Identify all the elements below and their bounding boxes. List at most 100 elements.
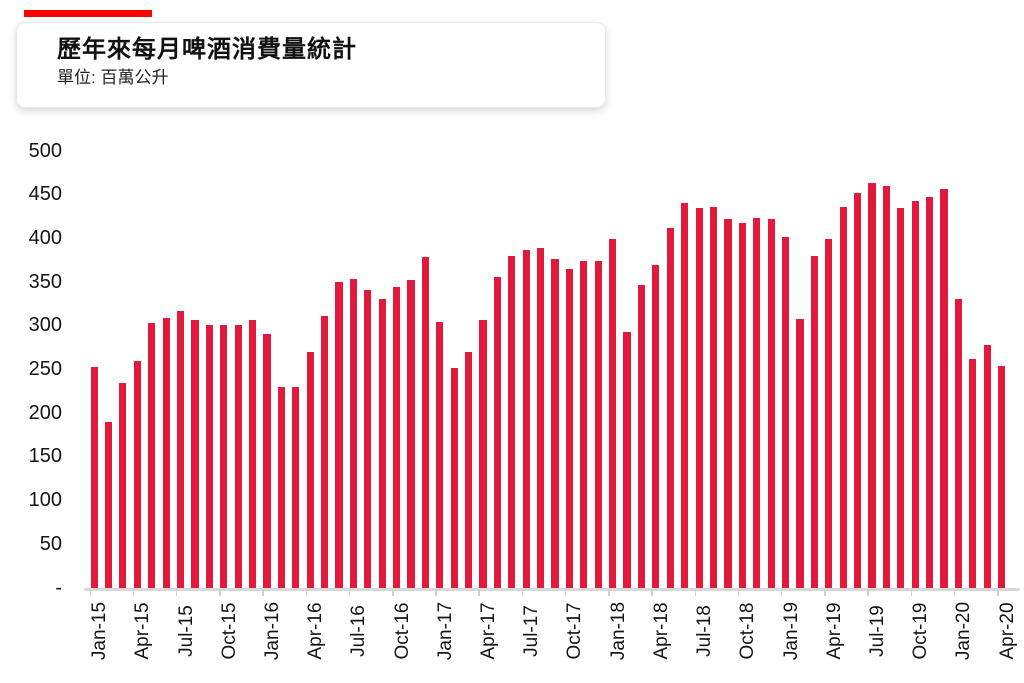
x-axis-label: Oct-15 [218, 602, 240, 660]
bar[interactable] [940, 189, 948, 588]
x-tick [89, 589, 91, 596]
bar[interactable] [623, 332, 631, 588]
y-axis-label: 50 [39, 532, 62, 555]
bar[interactable] [998, 366, 1006, 588]
bar[interactable] [781, 237, 790, 588]
bar[interactable] [724, 218, 732, 588]
y-axis-label: 100 [28, 489, 62, 512]
bar[interactable] [810, 256, 818, 588]
bar[interactable] [450, 368, 458, 588]
bar[interactable] [954, 299, 962, 588]
x-axis-label: Apr-18 [650, 602, 672, 660]
bar[interactable] [637, 285, 646, 588]
bar[interactable] [119, 383, 127, 588]
bar[interactable] [767, 218, 775, 588]
x-axis-label: Apr-19 [823, 602, 845, 660]
x-tick [867, 589, 869, 596]
bar[interactable] [292, 387, 300, 588]
bar[interactable] [421, 257, 429, 588]
x-axis-label: Jan-20 [953, 601, 975, 661]
bar[interactable] [436, 321, 444, 588]
x-axis-label: Jul-17 [521, 605, 543, 657]
x-tick [262, 589, 264, 596]
bar[interactable] [349, 279, 357, 588]
bar[interactable] [465, 351, 473, 588]
bar[interactable] [882, 185, 890, 588]
y-axis-label: 200 [28, 401, 62, 424]
bar[interactable] [277, 387, 285, 588]
bar[interactable] [825, 238, 833, 588]
bar[interactable] [234, 324, 242, 588]
bar[interactable] [551, 259, 559, 588]
x-axis-label: Jul-16 [348, 605, 370, 657]
bar[interactable] [191, 320, 199, 588]
bar[interactable] [594, 260, 602, 588]
bar[interactable] [753, 217, 761, 588]
bar[interactable] [897, 208, 905, 588]
x-tick [651, 589, 653, 596]
bar[interactable] [90, 367, 98, 588]
bar[interactable] [738, 223, 746, 588]
x-tick [824, 589, 826, 596]
bar[interactable] [609, 238, 617, 588]
bar[interactable] [248, 320, 257, 588]
bar[interactable] [522, 250, 530, 588]
bar[interactable] [695, 208, 703, 588]
bar[interactable] [335, 281, 343, 588]
bar[interactable] [176, 311, 185, 588]
x-axis-label: Jan-15 [89, 601, 111, 661]
bar[interactable] [925, 197, 934, 588]
bar[interactable] [148, 322, 156, 588]
x-tick [348, 589, 351, 596]
x-tick [997, 589, 999, 596]
chart-title: 歷年來每月啤酒消費量統計 [57, 36, 357, 63]
x-axis-label: Apr-20 [996, 602, 1018, 660]
y-axis-label: 500 [28, 139, 62, 162]
x-axis-label: Jan-18 [607, 601, 629, 661]
bar[interactable] [220, 325, 228, 588]
bar[interactable] [709, 206, 718, 588]
bar[interactable] [320, 315, 329, 588]
x-tick [694, 589, 696, 596]
bar[interactable] [580, 260, 588, 588]
y-axis-label: 450 [28, 183, 62, 206]
bar[interactable] [666, 227, 674, 588]
bar[interactable] [652, 265, 660, 588]
bar[interactable] [306, 351, 314, 588]
y-axis-label: 300 [28, 314, 62, 337]
bar[interactable] [911, 201, 919, 588]
y-axis-label: - [55, 576, 62, 599]
x-tick [953, 589, 956, 596]
bar[interactable] [393, 286, 401, 588]
bar[interactable] [508, 256, 516, 588]
x-axis-label: Jul-18 [694, 605, 716, 657]
bar[interactable] [868, 183, 876, 588]
plot-area [84, 150, 1019, 588]
bar[interactable] [537, 247, 545, 588]
bar[interactable] [378, 299, 386, 588]
bar[interactable] [263, 334, 271, 588]
bar[interactable] [162, 318, 170, 588]
x-tick [608, 589, 610, 596]
bar[interactable] [364, 290, 372, 588]
bar[interactable] [493, 276, 502, 588]
x-axis-label: Apr-17 [478, 602, 500, 660]
bar[interactable] [205, 324, 213, 588]
bar[interactable] [104, 421, 113, 588]
bar[interactable] [983, 344, 991, 588]
bar[interactable] [839, 206, 847, 588]
bar[interactable] [681, 203, 689, 588]
bar[interactable] [853, 192, 862, 588]
bar[interactable] [565, 268, 574, 588]
bar[interactable] [479, 320, 487, 588]
bar[interactable] [969, 358, 977, 588]
x-tick [175, 589, 178, 596]
bar[interactable] [407, 280, 415, 588]
x-tick [392, 589, 394, 596]
x-axis-label: Jul-19 [866, 605, 888, 657]
bar[interactable] [796, 319, 804, 588]
x-axis-label: Oct-17 [564, 602, 586, 660]
x-tick [521, 589, 524, 596]
bar[interactable] [133, 361, 141, 588]
x-axis-label: Jan-19 [780, 601, 802, 661]
